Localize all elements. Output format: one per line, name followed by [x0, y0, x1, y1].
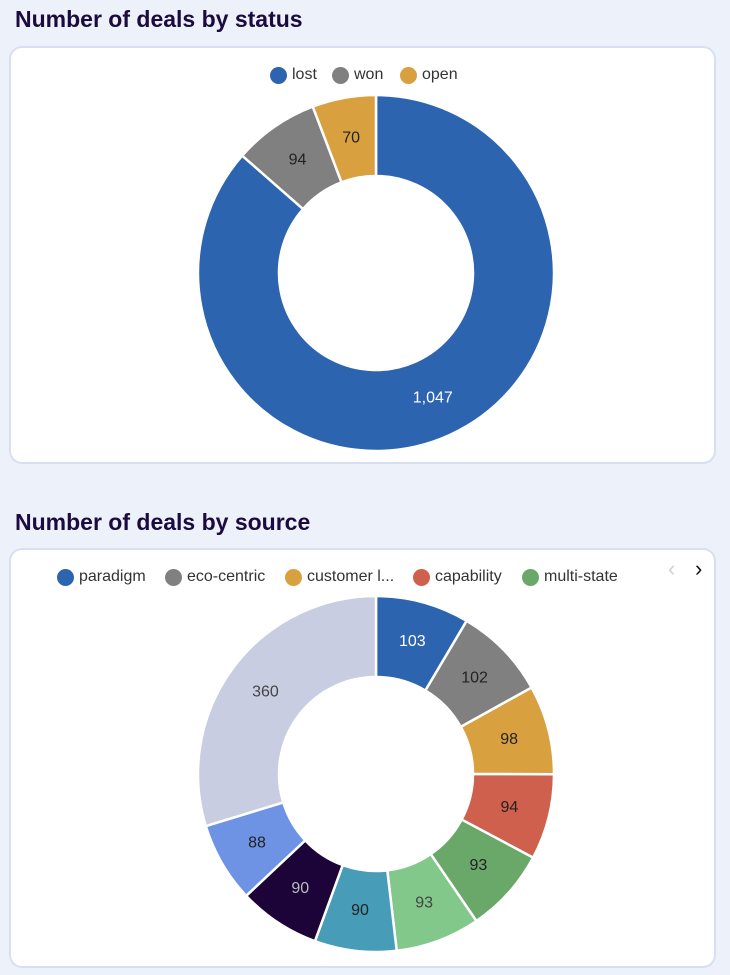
- status-legend-item-2[interactable]: open: [400, 66, 458, 84]
- legend-prev-icon[interactable]: ‹: [668, 556, 676, 581]
- status-legend-item-0[interactable]: lost: [270, 66, 317, 84]
- source-legend-item-2[interactable]: customer l...: [285, 568, 394, 586]
- status-legend-label-2: open: [422, 66, 458, 83]
- source-donut-chart: 103 102 98 94 93 93 90 90 88 360: [196, 594, 556, 954]
- source-legend-item-3[interactable]: capability: [413, 568, 502, 586]
- status-legend-marker-1: [332, 66, 349, 84]
- source-chart-card: paradigm eco-centric customer l... capabili…: [9, 548, 716, 968]
- source-legend-label-4: multi-state: [544, 568, 618, 585]
- source-data-label-3: 94: [500, 799, 518, 816]
- source-data-label-0: 103: [399, 633, 426, 650]
- source-legend-marker-4: [522, 568, 539, 586]
- source-data-label-5: 93: [415, 894, 433, 911]
- status-slice-0[interactable]: [196, 93, 556, 453]
- source-data-label-7: 90: [291, 880, 309, 897]
- status-data-label-0: 1,047: [413, 390, 453, 407]
- source-legend-label-1: eco-centric: [187, 568, 266, 585]
- source-legend-item-1[interactable]: eco-centric: [165, 568, 265, 586]
- source-legend-label-2: customer l...: [307, 568, 395, 585]
- source-legend-item-4[interactable]: multi-state: [522, 568, 618, 586]
- source-slice-9[interactable]: [196, 594, 378, 828]
- status-legend-marker-2: [400, 66, 417, 84]
- source-data-label-2: 98: [500, 731, 518, 748]
- source-legend-label-0: paradigm: [79, 568, 146, 585]
- status-data-label-2: 70: [342, 129, 360, 146]
- source-data-label-4: 93: [470, 857, 488, 874]
- source-data-label-8: 88: [248, 834, 266, 851]
- status-legend-item-1[interactable]: won: [332, 66, 383, 84]
- source-legend-item-0[interactable]: paradigm: [57, 568, 146, 586]
- source-legend-label-3: capability: [435, 568, 502, 585]
- status-legend-marker-0: [270, 66, 287, 84]
- status-slice-2[interactable]: [311, 93, 378, 184]
- source-chart-title: Number of deals by source: [15, 509, 311, 535]
- status-donut-chart: 1,047 94 70: [196, 93, 556, 453]
- status-legend-label-0: lost: [292, 66, 317, 83]
- status-chart-card: lost won open 1,047 94 70: [9, 46, 716, 464]
- source-data-label-6: 90: [351, 902, 369, 919]
- source-data-label-1: 102: [461, 670, 488, 687]
- source-legend-marker-2: [285, 568, 302, 586]
- source-legend-marker-1: [165, 568, 182, 586]
- source-legend-marker-0: [57, 568, 74, 586]
- source-data-label-9: 360: [252, 684, 279, 701]
- status-chart-title: Number of deals by status: [15, 6, 303, 32]
- legend-next-icon[interactable]: ›: [695, 556, 703, 581]
- status-legend-label-1: won: [354, 66, 384, 83]
- status-data-label-1: 94: [289, 152, 307, 169]
- source-legend-marker-3: [413, 568, 430, 586]
